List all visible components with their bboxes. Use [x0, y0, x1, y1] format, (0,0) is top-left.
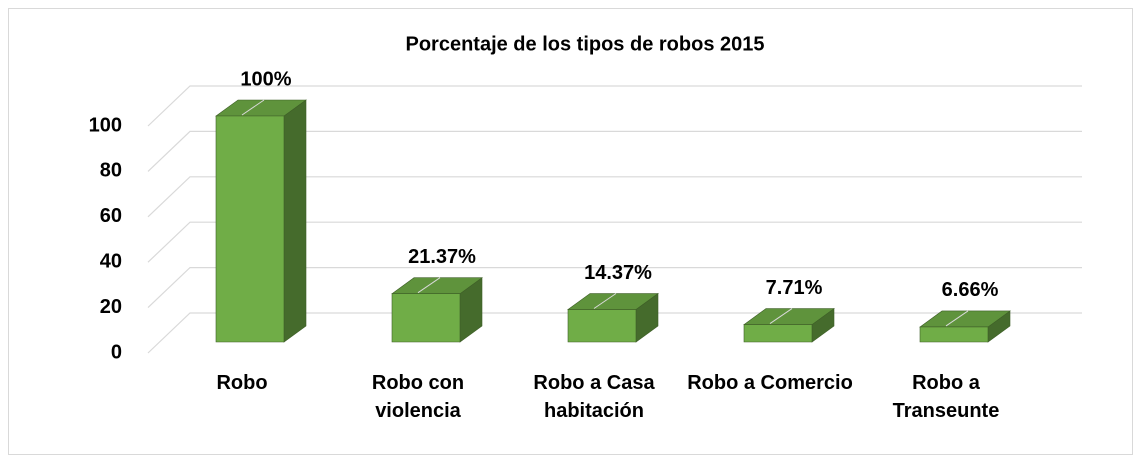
- bar-front: [743, 324, 813, 343]
- bar: [391, 277, 483, 343]
- data-label: 6.66%: [942, 279, 999, 301]
- data-label: 7.71%: [766, 277, 823, 299]
- x-tick-label: Robo con violencia: [371, 372, 465, 422]
- chart-title: Porcentaje de los tipos de robos 2015: [405, 33, 764, 55]
- y-tick-label: 80: [100, 160, 122, 182]
- chart-frame: [8, 8, 1133, 455]
- bar-front: [215, 115, 285, 343]
- data-label: 21.37%: [408, 246, 476, 268]
- grid-line: [147, 176, 1082, 218]
- y-tick-label: 40: [100, 250, 122, 272]
- grid-line: [147, 221, 1082, 263]
- data-label: 100%: [240, 68, 291, 90]
- x-tick-label: Robo a Comercio: [687, 372, 853, 394]
- leader-line: [769, 308, 793, 324]
- data-label: 14.37%: [584, 262, 652, 284]
- y-tick-label: 0: [111, 341, 122, 363]
- y-tick-label: 20: [100, 296, 122, 318]
- bar-front: [919, 326, 989, 343]
- grid-line: [147, 267, 1082, 309]
- bar: [215, 99, 307, 343]
- x-tick-label: Robo a Transeunte: [892, 372, 1000, 422]
- leader-line: [593, 293, 617, 309]
- leader-line: [417, 277, 441, 294]
- bar: [919, 310, 1011, 343]
- y-tick-label: 60: [100, 205, 122, 227]
- grid-line: [147, 85, 1082, 127]
- y-tick-label: 100: [89, 114, 122, 136]
- bar: [567, 292, 659, 343]
- bar-front: [567, 309, 637, 343]
- bar-side: [283, 99, 307, 343]
- leader-line: [945, 310, 969, 327]
- bar: [743, 307, 835, 343]
- x-tick-label: Robo: [216, 372, 268, 394]
- bar-front: [391, 293, 461, 343]
- grid-line: [147, 130, 1082, 172]
- x-tick-label: Robo a Casa habitación: [533, 372, 655, 422]
- leader-line: [241, 99, 265, 116]
